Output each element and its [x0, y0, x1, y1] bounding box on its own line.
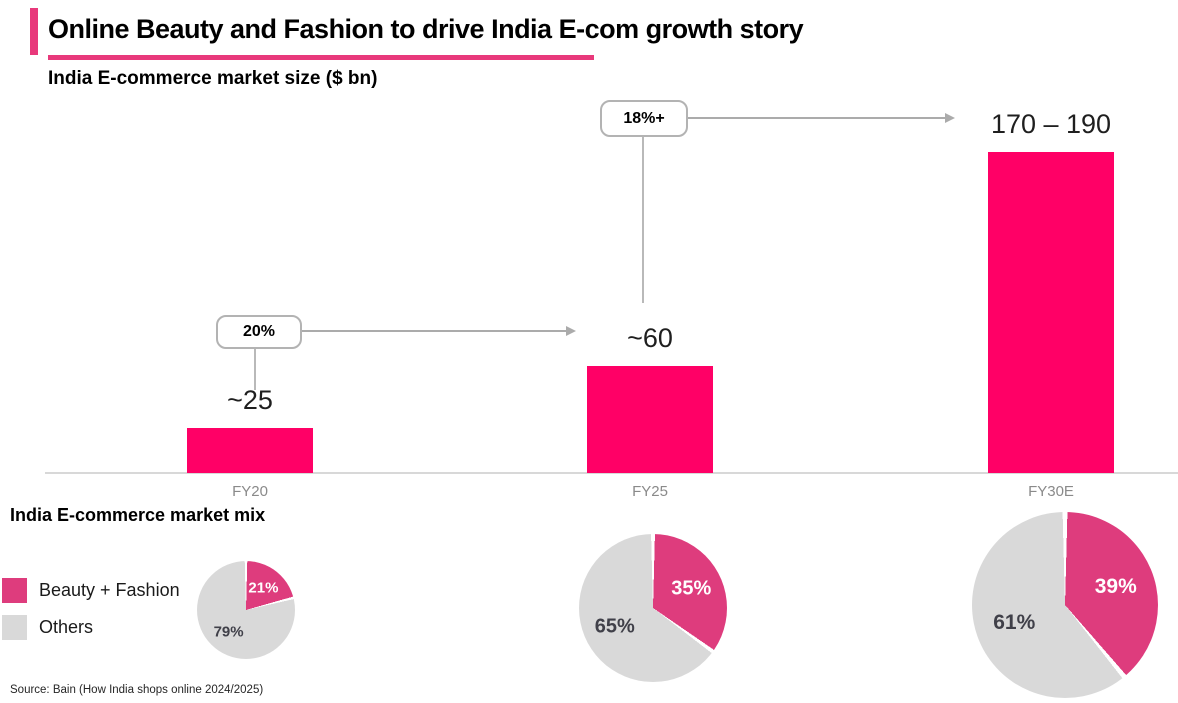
legend-swatch-others	[2, 615, 27, 640]
bar-fy20	[187, 428, 313, 473]
growth-callout-20pct: 20%	[216, 315, 302, 349]
growth-arrow-line	[302, 330, 566, 332]
bar-fy30e	[988, 152, 1114, 473]
legend-swatch-beauty-fashion	[2, 578, 27, 603]
page-title: Online Beauty and Fashion to drive India…	[48, 14, 804, 44]
callout-connector-vertical	[254, 349, 256, 390]
bar-fy25	[587, 366, 713, 473]
growth-callout-18pct: 18%+	[600, 100, 688, 137]
arrowhead-right-icon	[945, 113, 955, 123]
bar-chart-title: India E-commerce market size ($ bn)	[48, 68, 378, 89]
legend-label: Others	[39, 617, 94, 637]
callout-connector-vertical	[642, 137, 644, 303]
bar-category-label: FY25	[632, 483, 668, 500]
legend-item-beauty-fashion: Beauty + Fashion	[2, 578, 180, 603]
growth-arrow-line	[688, 117, 945, 119]
pie-slice-label-beauty: 39%	[1094, 574, 1137, 598]
legend-label: Beauty + Fashion	[39, 580, 180, 600]
bar-category-label: FY30E	[1028, 483, 1074, 500]
pie-slice-label-others: 65%	[594, 615, 635, 638]
legend: Beauty + Fashion Others	[2, 578, 180, 652]
pie-slice-label-others: 79%	[213, 623, 244, 641]
pie-slice-label-beauty: 35%	[671, 577, 712, 599]
source-note: Source: Bain (How India shops online 202…	[10, 684, 264, 696]
pie-chart-fy30e: 39% 61%	[972, 512, 1158, 698]
title-underline	[48, 55, 594, 60]
x-axis-line	[45, 472, 1178, 474]
bar-value-label: ~25	[227, 385, 273, 415]
pie-slice-label-others: 61%	[993, 611, 1036, 635]
title-accent-bar	[30, 8, 38, 55]
mix-section-heading: India E-commerce market mix	[10, 505, 266, 525]
bar-value-label: 170 – 190	[990, 109, 1112, 139]
legend-item-others: Others	[2, 615, 180, 640]
pie-slice-label-beauty: 21%	[248, 579, 279, 597]
pie-chart-fy20: 21% 79%	[197, 561, 295, 659]
bar-value-label: ~60	[627, 323, 673, 353]
pie-chart-fy25: 35% 65%	[579, 534, 727, 682]
bar-category-label: FY20	[232, 483, 268, 500]
arrowhead-right-icon	[566, 326, 576, 336]
